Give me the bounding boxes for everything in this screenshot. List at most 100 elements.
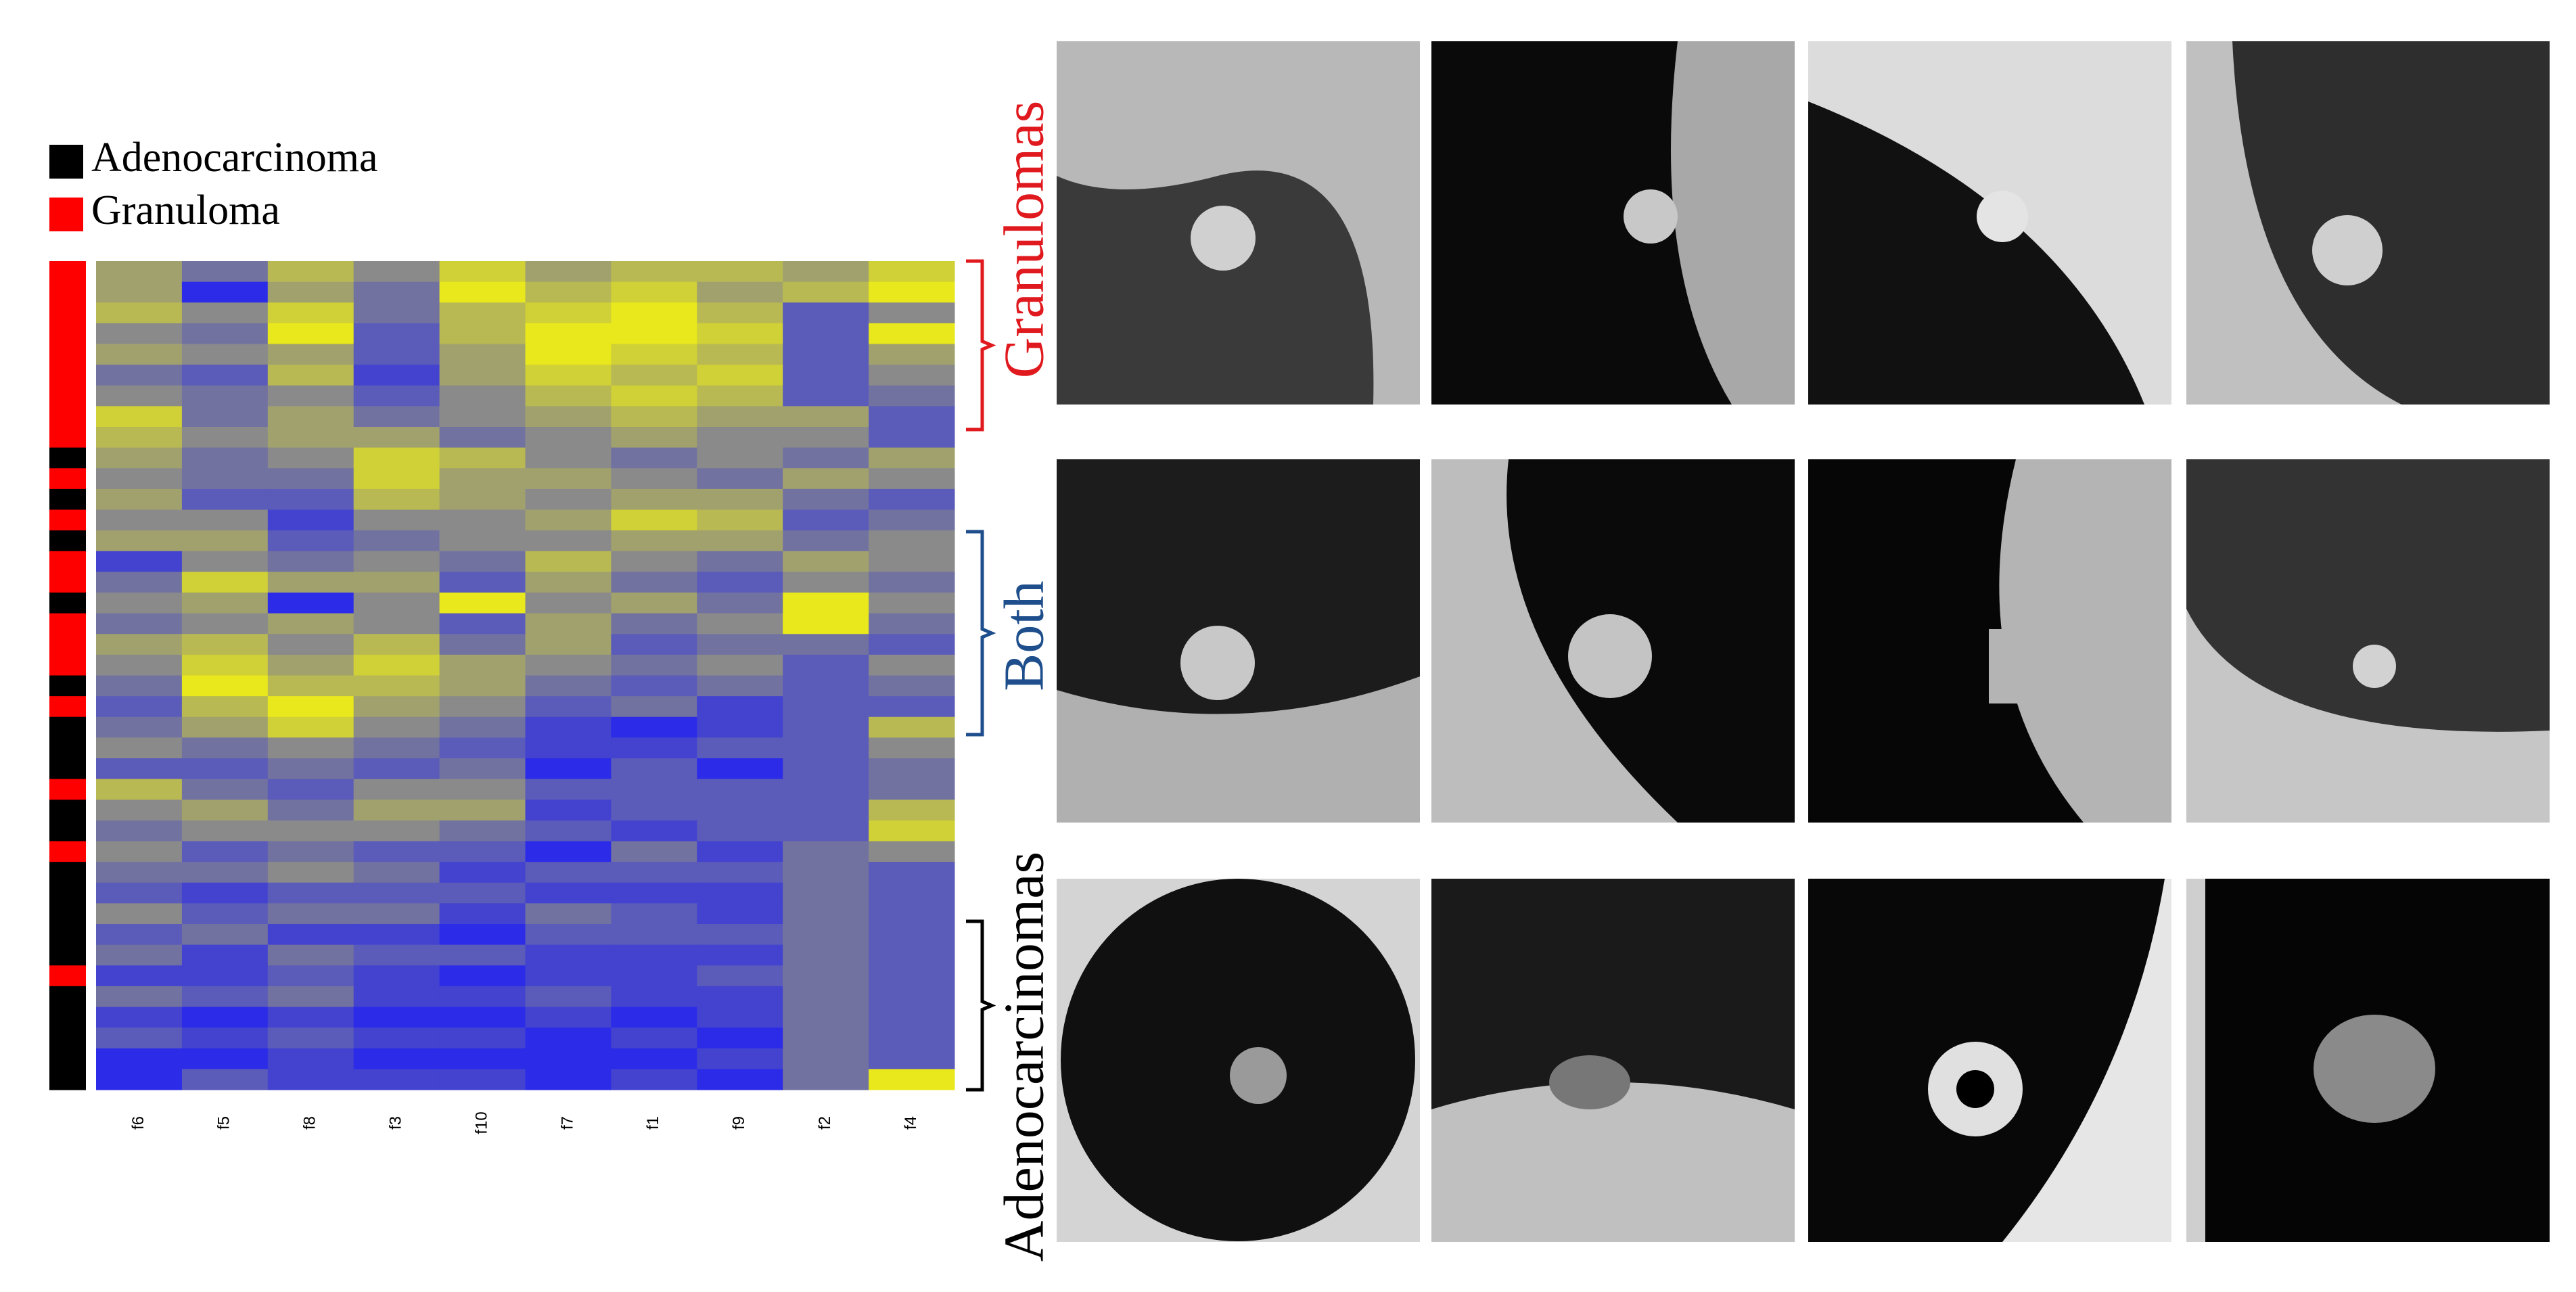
class-annotation	[49, 551, 86, 572]
heatmap-cell	[611, 779, 697, 800]
heatmap-cell	[783, 385, 869, 407]
heatmap-cell	[783, 323, 869, 344]
ct-nodule	[2353, 645, 2396, 688]
heatmap-cell	[96, 903, 183, 925]
heatmap-cell	[525, 779, 612, 800]
heatmap-cell	[96, 758, 183, 780]
heatmap-cell	[439, 468, 526, 490]
heatmap-cell	[267, 509, 354, 531]
heatmap-cell	[783, 593, 869, 614]
heatmap-cell	[697, 468, 783, 490]
heatmap-cell	[439, 716, 526, 738]
heatmap-cell	[353, 344, 440, 365]
heatmap-cell	[353, 302, 440, 324]
heatmap-cell	[869, 965, 955, 987]
heatmap-cell	[181, 1048, 269, 1069]
group-label: Both	[992, 580, 1055, 691]
heatmap-cell	[611, 468, 697, 490]
heatmap-cell	[783, 261, 869, 283]
heatmap-cell	[611, 406, 697, 428]
heatmap-cell	[783, 1028, 869, 1049]
heatmap-cell	[525, 302, 612, 324]
heatmap-cell	[869, 696, 955, 718]
heatmap-cell	[611, 1048, 697, 1069]
heatmap-cell	[611, 716, 697, 738]
heatmap-cell	[525, 675, 612, 697]
heatmap-cell	[96, 986, 183, 1007]
heatmap-cell	[611, 924, 697, 946]
heatmap-cell	[783, 572, 869, 593]
ct-nodule	[1977, 191, 2028, 242]
class-annotation	[49, 696, 86, 718]
heatmap-cell	[697, 593, 783, 614]
class-annotation	[49, 820, 86, 841]
heatmap-cell	[697, 406, 783, 428]
heatmap-cell	[697, 716, 783, 738]
heatmap-cell	[783, 944, 869, 966]
heatmap-cell	[783, 737, 869, 759]
heatmap-cell	[525, 924, 612, 946]
legend-swatch	[49, 145, 83, 179]
heatmap-cell	[611, 986, 697, 1007]
heatmap-cell	[783, 634, 869, 655]
heatmap-cell	[869, 406, 955, 428]
class-annotation	[49, 488, 86, 510]
ct-images	[1057, 41, 2550, 1242]
heatmap-cell	[439, 427, 526, 448]
heatmap-cell	[353, 965, 440, 987]
heatmap-cell	[525, 261, 612, 283]
heatmap-cell	[439, 365, 526, 386]
heatmap-cell	[353, 530, 440, 552]
class-annotation	[49, 447, 86, 469]
heatmap-cell	[869, 593, 955, 614]
heatmap-cell	[353, 800, 440, 821]
heatmap-cell	[611, 488, 697, 510]
ct-row-3	[1057, 879, 2550, 1242]
heatmap-cell	[697, 572, 783, 593]
heatmap-cell	[267, 427, 354, 448]
heatmap-cell	[181, 820, 269, 841]
heatmap-cell	[525, 1007, 612, 1028]
heatmap-cell	[181, 1028, 269, 1049]
heatmap-cell	[267, 488, 354, 510]
heatmap-cell	[353, 509, 440, 531]
heatmap-cell	[439, 800, 526, 821]
heatmap-cell	[697, 675, 783, 697]
heatmap-cell	[439, 758, 526, 780]
class-annotation	[49, 365, 86, 386]
heatmap-cell	[267, 634, 354, 655]
heatmap-cell	[181, 1069, 269, 1090]
class-annotation	[49, 716, 86, 738]
heatmap-cell	[181, 758, 269, 780]
heatmap-cell	[353, 903, 440, 925]
heatmap-cell	[525, 862, 612, 883]
heatmap-cell	[783, 882, 869, 904]
heatmap-cell	[783, 903, 869, 925]
class-annotation	[49, 903, 86, 925]
legend-label: Adenocarcinoma	[91, 135, 377, 181]
legend-swatch	[49, 198, 83, 231]
heatmap-cell	[267, 737, 354, 759]
heatmap-cell	[439, 447, 526, 469]
class-annotation	[49, 634, 86, 655]
group-bracket	[966, 919, 996, 1092]
heatmap-cell	[783, 344, 869, 365]
heatmap-cell	[439, 862, 526, 883]
heatmap-cell	[439, 530, 526, 552]
heatmap-cell	[96, 551, 183, 572]
heatmap-cell	[783, 862, 869, 883]
heatmap-cell	[525, 944, 612, 966]
heatmap-cell	[96, 468, 183, 490]
heatmap-cell	[96, 654, 183, 676]
class-annotation	[49, 530, 86, 552]
heatmap-cell	[96, 1069, 183, 1090]
heatmap-cell	[611, 737, 697, 759]
heatmap-cell	[267, 924, 354, 946]
heatmap-cell	[611, 800, 697, 821]
ct-tissue	[2002, 879, 2171, 1242]
class-annotation	[49, 965, 86, 987]
heatmap-cell	[525, 530, 612, 552]
heatmap-cell	[783, 468, 869, 490]
heatmap-cell	[783, 302, 869, 324]
